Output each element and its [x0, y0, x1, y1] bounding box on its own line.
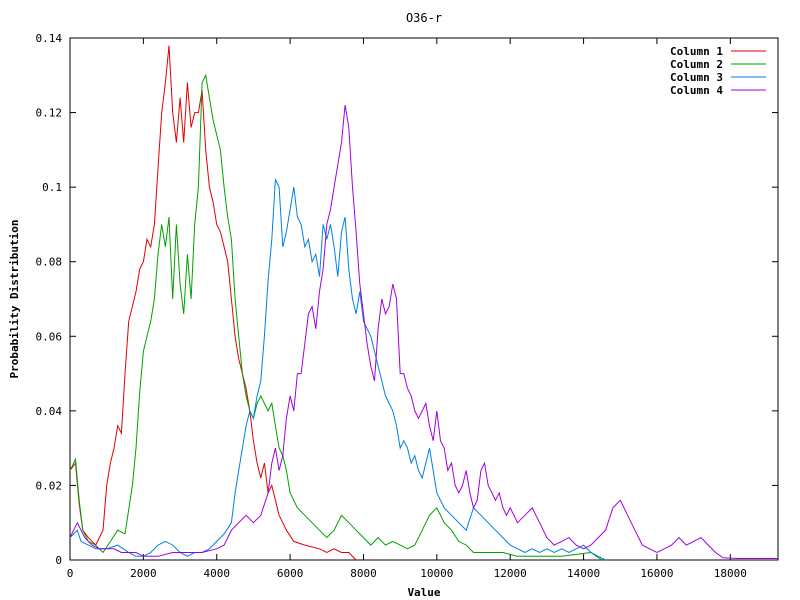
x-axis: 0 2000 4000 6000 8000 10000 12000 14000 16000 180… [67, 38, 747, 580]
x-tick-label: 14000 [567, 567, 600, 580]
x-tick-label: 18000 [714, 567, 747, 580]
y-tick-label: 0 [55, 554, 62, 567]
x-tick-label: 4000 [203, 567, 230, 580]
series-line-column-3 [69, 177, 606, 561]
x-tick-label: 6000 [277, 567, 304, 580]
y-axis: 0 0.02 0.04 0.06 0.08 0.1 0.12 0.14 [36, 32, 778, 567]
series-line-column-2 [69, 73, 603, 561]
y-tick-label: 0.04 [36, 405, 63, 418]
y-tick-label: 0.1 [42, 181, 62, 194]
series-group [69, 45, 778, 561]
series-line-column-1 [69, 45, 357, 561]
x-tick-label: 0 [67, 567, 74, 580]
x-tick-label: 16000 [640, 567, 673, 580]
series-line-column-4 [69, 105, 778, 559]
y-tick-label: 0.08 [36, 256, 63, 269]
x-axis-label: Value [407, 586, 440, 599]
x-tick-label: 12000 [494, 567, 527, 580]
legend-label: Column 3 [670, 71, 723, 84]
legend-label: Column 4 [670, 84, 723, 97]
y-axis-label: Probability Distribution [8, 220, 21, 379]
plot-frame [69, 37, 779, 561]
y-tick-label: 0.02 [36, 479, 63, 492]
x-tick-label: 8000 [350, 567, 377, 580]
y-tick-label: 0.06 [36, 330, 63, 343]
legend-label: Column 2 [670, 58, 723, 71]
x-tick-label: 10000 [420, 567, 453, 580]
y-tick-label: 0.14 [36, 32, 63, 45]
y-tick-label: 0.12 [36, 107, 63, 120]
x-tick-label: 2000 [130, 567, 157, 580]
chart-title: O36-r [406, 11, 442, 25]
legend-label: Column 1 [670, 45, 723, 58]
